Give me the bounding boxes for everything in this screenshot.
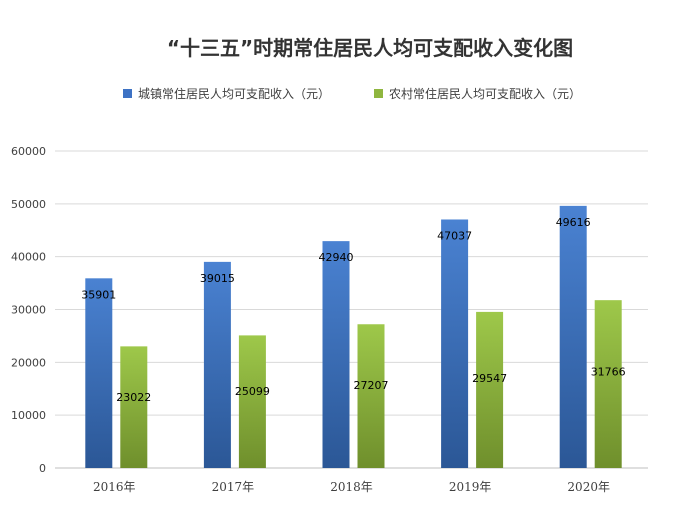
data-label-rural: 27207 xyxy=(354,379,389,392)
bar-rural xyxy=(594,300,622,468)
legend-label-urban: 城镇常住居民人均可支配收入（元） xyxy=(138,87,330,101)
bar-urban xyxy=(441,219,469,468)
x-axis: 2016年 2017年 2018年 2019年 2020年 xyxy=(93,480,610,494)
bar-rural xyxy=(476,311,504,468)
data-label-urban: 42940 xyxy=(319,251,354,264)
y-tick-label: 20000 xyxy=(11,356,46,369)
data-label-rural: 29547 xyxy=(472,372,507,385)
bar-rural xyxy=(357,324,385,468)
y-tick-label: 40000 xyxy=(11,251,46,264)
y-tick-label: 30000 xyxy=(11,304,46,317)
bar-urban xyxy=(203,261,231,468)
bars xyxy=(85,205,622,469)
gridlines xyxy=(55,150,648,469)
y-tick-label: 10000 xyxy=(11,409,46,422)
data-label-rural: 31766 xyxy=(591,366,626,379)
data-label-urban: 47037 xyxy=(437,229,472,242)
x-tick-label: 2017年 xyxy=(212,480,255,494)
bar-urban xyxy=(322,241,350,468)
data-label-urban: 35901 xyxy=(81,288,116,301)
bar-rural xyxy=(120,346,148,468)
chart-title: “十三五”时期常住居民人均可支配收入变化图 xyxy=(167,36,573,60)
data-label-urban: 39015 xyxy=(200,272,235,285)
x-tick-label: 2020年 xyxy=(567,480,610,494)
data-labels: 35901 23022 39015 25099 42940 27207 47037 29547… xyxy=(81,216,625,404)
legend-swatch-urban xyxy=(123,89,132,98)
legend-label-rural: 农村常住居民人均可支配收入（元） xyxy=(389,87,581,101)
bar-rural xyxy=(238,335,266,468)
y-tick-label: 60000 xyxy=(11,145,46,158)
data-label-urban: 49616 xyxy=(556,216,591,229)
bar-urban xyxy=(85,278,113,468)
y-axis: 0 10000 20000 30000 40000 50000 60000 xyxy=(11,145,46,475)
legend-swatch-rural xyxy=(374,89,383,98)
y-tick-label: 50000 xyxy=(11,198,46,211)
legend: 城镇常住居民人均可支配收入（元） 农村常住居民人均可支配收入（元） xyxy=(123,87,581,101)
x-tick-label: 2018年 xyxy=(330,480,373,494)
x-tick-label: 2016年 xyxy=(93,480,136,494)
data-label-rural: 25099 xyxy=(235,385,270,398)
y-tick-label: 0 xyxy=(39,462,46,475)
x-tick-label: 2019年 xyxy=(449,480,492,494)
data-label-rural: 23022 xyxy=(116,391,151,404)
bar-urban xyxy=(559,205,587,469)
